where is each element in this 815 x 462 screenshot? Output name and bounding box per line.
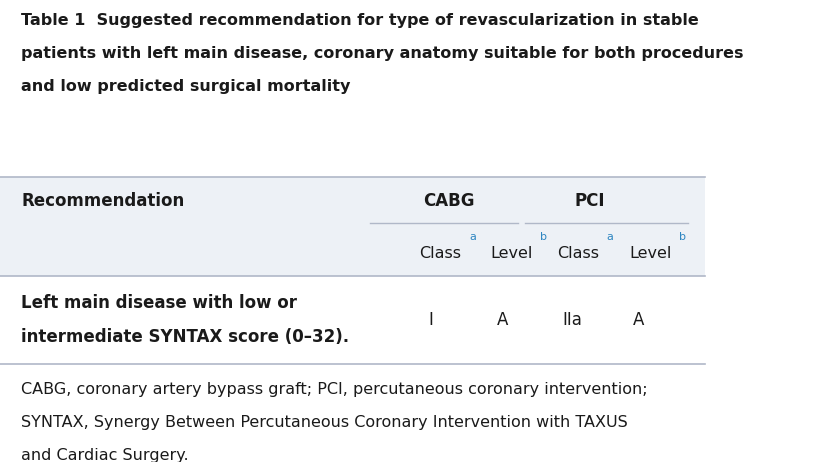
Text: SYNTAX, Synergy Between Percutaneous Coronary Intervention with TAXUS: SYNTAX, Synergy Between Percutaneous Cor… — [21, 415, 628, 430]
Text: Level: Level — [630, 246, 672, 261]
Text: patients with left main disease, coronary anatomy suitable for both procedures: patients with left main disease, coronar… — [21, 46, 743, 61]
Text: and Cardiac Surgery.: and Cardiac Surgery. — [21, 448, 189, 462]
Text: Level: Level — [490, 246, 532, 261]
Text: and low predicted surgical mortality: and low predicted surgical mortality — [21, 79, 350, 95]
Text: b: b — [680, 231, 686, 242]
Text: intermediate SYNTAX score (0–32).: intermediate SYNTAX score (0–32). — [21, 328, 350, 346]
FancyBboxPatch shape — [0, 176, 705, 276]
Text: A: A — [632, 311, 644, 329]
Text: a: a — [469, 231, 476, 242]
Text: Left main disease with low or: Left main disease with low or — [21, 294, 297, 312]
Text: I: I — [428, 311, 433, 329]
Text: CABG: CABG — [423, 192, 474, 210]
Text: A: A — [497, 311, 509, 329]
Text: Table 1  Suggested recommendation for type of revascularization in stable: Table 1 Suggested recommendation for typ… — [21, 13, 699, 28]
Text: Class: Class — [557, 246, 599, 261]
Text: CABG, coronary artery bypass graft; PCI, percutaneous coronary intervention;: CABG, coronary artery bypass graft; PCI,… — [21, 382, 648, 397]
Text: PCI: PCI — [575, 192, 606, 210]
Text: a: a — [607, 231, 614, 242]
Text: IIa: IIa — [562, 311, 582, 329]
Text: b: b — [540, 231, 547, 242]
Text: Class: Class — [420, 246, 461, 261]
Text: Recommendation: Recommendation — [21, 192, 184, 210]
